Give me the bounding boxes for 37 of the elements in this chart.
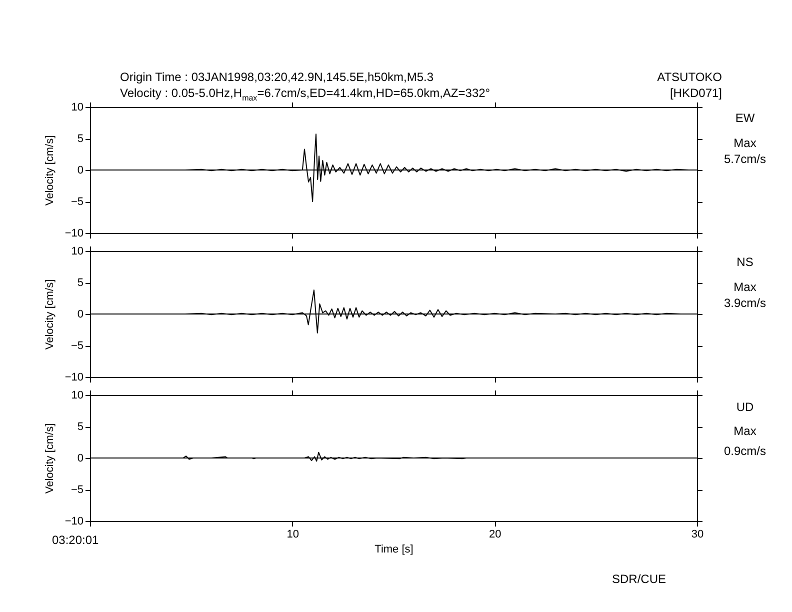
text: Max: [734, 136, 756, 150]
text: 5.7cm/s: [724, 152, 766, 166]
y-tick-label: −10: [64, 372, 84, 384]
text: [HKD071]: [670, 86, 722, 100]
text: UD: [736, 400, 754, 414]
text: NS: [736, 255, 754, 269]
y-tick-label: 5: [77, 277, 84, 289]
y-tick-label: 5: [77, 421, 84, 433]
text: Max: [734, 424, 756, 438]
y-tick-label: 5: [77, 133, 84, 145]
y-tick-label: −5: [70, 340, 84, 352]
y-tick-label: −5: [70, 196, 84, 208]
y-axis-title: Velocity [cm/s]: [44, 423, 56, 494]
text: Max: [734, 280, 756, 294]
chart-title: Origin Time : 03JAN1998,03:20,42.9N,145.5E,h50km,M5.3: [120, 70, 434, 84]
y-tick-label: 10: [71, 102, 84, 114]
y-tick-label: 0: [77, 452, 84, 464]
x-tick-label: 20: [489, 528, 502, 540]
text: SDR/CUE: [612, 572, 666, 586]
y-tick-label: −5: [70, 484, 84, 496]
chart-subtitle: Velocity : 0.05-5.0Hz,H$_{max}$=6.7cm/s,ED=41.4km,HD=65.0km,AZ=332°: [120, 86, 490, 104]
y-tick-label: 0: [77, 308, 84, 320]
text: EW: [735, 111, 755, 125]
y-axis-title: Velocity [cm/s]: [44, 279, 56, 350]
text: 0.9cm/s: [724, 444, 766, 458]
y-tick-label: 10: [71, 390, 84, 402]
y-tick-label: −10: [64, 228, 84, 240]
text: 3.9cm/s: [724, 296, 766, 310]
x-tick-label: 10: [286, 528, 299, 540]
text: 03:20:01: [52, 533, 99, 547]
text: ATSUTOKO: [657, 70, 722, 84]
x-tick-label: 30: [691, 528, 704, 540]
y-tick-label: 0: [77, 164, 84, 176]
y-axis-title: Velocity [cm/s]: [44, 135, 56, 206]
y-tick-label: −10: [64, 516, 84, 528]
y-tick-label: 10: [71, 246, 84, 258]
x-axis-title: Time [s]: [374, 544, 414, 556]
